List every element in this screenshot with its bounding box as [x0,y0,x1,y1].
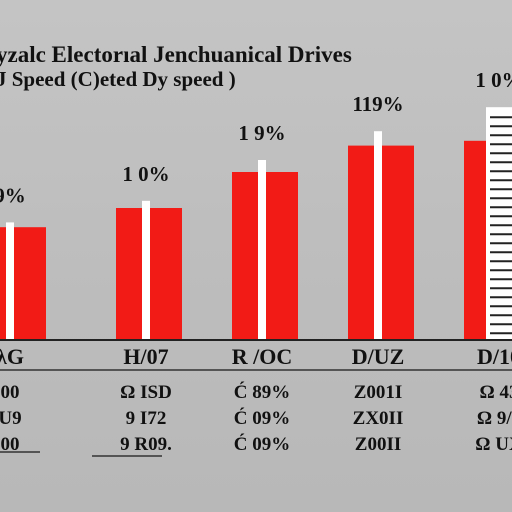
category-label-3: D/UZ [352,344,405,369]
data-labels-group: 9% 1 0% 1 9% 119% 1 0% [0,68,512,207]
data-label-4: 1 0% [475,68,512,92]
table-cell: U9 [0,408,22,429]
table-cell: 9 I72 [126,408,167,429]
table-cell: Z00II [355,434,401,455]
table-cell: Ω 43 [480,382,512,403]
table-cell: 00 [1,434,20,455]
table-cell: 9 R09. [120,434,172,455]
bar-secondary-3 [374,131,382,340]
data-label-0: 9% [0,183,26,207]
table-cell: Ć 09% [234,407,290,429]
table-cell: Z001I [354,382,403,403]
data-label-1: 1 0% [122,162,169,186]
category-label-1: H/07 [123,344,168,369]
data-table: 00 U9 00 Ω ISD 9 I72 9 R09. Ć 89% Ć 09% Ć 09% Z00… [0,381,512,457]
category-label-0: λG [0,344,24,369]
table-cell: Ω 9/0 [477,408,512,429]
table-cell: Ω UX [475,434,512,455]
table-cell: Ω ISD [120,382,172,403]
table-cell: Ć 09% [234,433,290,455]
category-label-2: R /OC [232,344,293,369]
bar-secondary-0 [6,222,14,340]
data-label-2: 1 9% [238,121,285,145]
category-axis: λG H/07 R /OC D/UZ D/10 [0,339,512,371]
bars-group [0,107,512,340]
data-label-3: 119% [352,92,403,116]
bar-secondary-2 [258,160,266,340]
chart-subtitle: J Speed (C)eted Dy speed ) [0,67,236,91]
chart-title: yzalc Electorıal Jenchuanical Drives [0,42,352,67]
bar-secondary-4 [486,107,512,340]
table-cell: Ć 89% [234,381,290,403]
table-cell: ZX0II [353,408,404,429]
category-label-4: D/10 [477,344,512,369]
bar-secondary-1 [142,200,150,340]
table-cell: 00 [1,382,20,403]
